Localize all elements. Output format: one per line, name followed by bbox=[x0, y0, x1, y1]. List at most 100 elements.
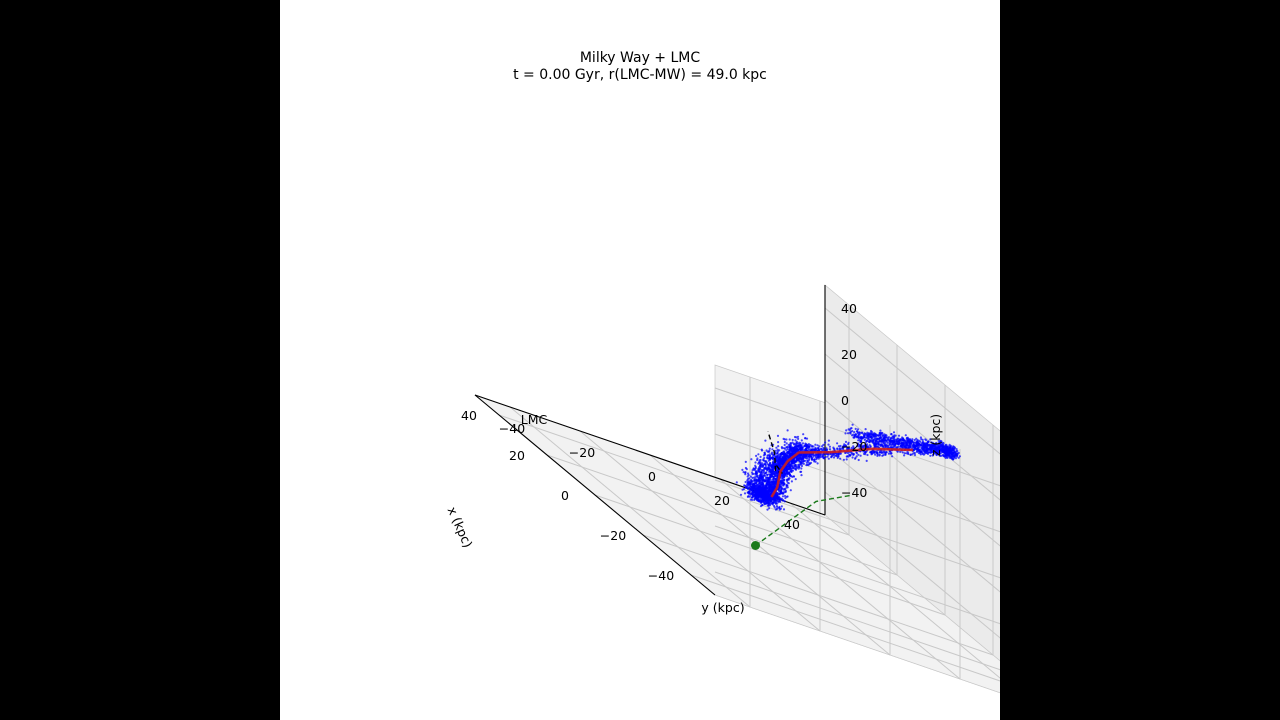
particle bbox=[950, 446, 954, 449]
particle bbox=[955, 450, 958, 453]
particle bbox=[745, 486, 748, 489]
particle bbox=[859, 440, 863, 443]
particle bbox=[783, 472, 786, 475]
particle bbox=[929, 454, 932, 457]
particle bbox=[951, 449, 954, 452]
particle bbox=[757, 489, 760, 492]
y-tick-label: −20 bbox=[569, 445, 595, 460]
particle bbox=[938, 442, 941, 445]
particle bbox=[783, 440, 786, 444]
particle bbox=[766, 473, 769, 476]
particle bbox=[839, 452, 843, 455]
particle bbox=[800, 444, 803, 447]
particle bbox=[913, 438, 916, 442]
particle bbox=[750, 480, 753, 484]
particle bbox=[782, 447, 785, 450]
particle bbox=[766, 479, 769, 482]
particle bbox=[785, 466, 788, 469]
particle bbox=[744, 480, 747, 484]
particle bbox=[856, 445, 859, 448]
particle bbox=[900, 438, 903, 442]
particle bbox=[864, 436, 868, 439]
particle bbox=[919, 436, 923, 439]
particle bbox=[778, 492, 781, 495]
particle bbox=[942, 453, 945, 456]
particle bbox=[904, 446, 907, 449]
particle bbox=[758, 481, 761, 484]
particle bbox=[748, 477, 751, 480]
particle bbox=[877, 434, 880, 437]
particle bbox=[785, 495, 788, 498]
particle bbox=[786, 448, 789, 451]
particle bbox=[790, 480, 793, 483]
particle bbox=[756, 497, 759, 500]
particle bbox=[757, 453, 760, 456]
particle bbox=[874, 439, 877, 443]
particle bbox=[816, 444, 819, 447]
particle bbox=[785, 438, 788, 441]
y-tick-label: 0 bbox=[648, 469, 656, 484]
stream-track-line bbox=[770, 447, 914, 498]
particle bbox=[749, 498, 752, 501]
particle bbox=[878, 437, 881, 440]
particle bbox=[857, 458, 860, 462]
particle bbox=[911, 453, 914, 456]
particle bbox=[767, 490, 770, 493]
particle bbox=[752, 486, 755, 489]
particle bbox=[897, 442, 900, 445]
particle bbox=[794, 461, 797, 464]
particle bbox=[775, 455, 778, 458]
particle bbox=[827, 439, 831, 442]
particle bbox=[922, 443, 925, 446]
particle bbox=[787, 443, 790, 446]
particle bbox=[779, 500, 782, 503]
particle bbox=[755, 487, 758, 490]
particle bbox=[768, 453, 771, 456]
chart-title: Milky Way + LMC bbox=[580, 50, 701, 66]
particle bbox=[839, 444, 842, 448]
particle bbox=[910, 439, 914, 442]
particle bbox=[827, 443, 830, 446]
z-tick-label: −40 bbox=[841, 485, 867, 500]
particle bbox=[897, 434, 901, 437]
particle bbox=[798, 441, 801, 444]
particle bbox=[855, 455, 858, 458]
particle bbox=[770, 473, 773, 476]
particle bbox=[791, 448, 794, 451]
particle bbox=[793, 442, 796, 445]
particle bbox=[912, 449, 916, 452]
particle bbox=[808, 463, 811, 466]
particle bbox=[797, 437, 800, 440]
particle bbox=[766, 463, 769, 466]
particle bbox=[773, 504, 776, 508]
particle bbox=[860, 435, 864, 439]
particle bbox=[821, 454, 824, 457]
particle bbox=[781, 462, 784, 465]
particle bbox=[937, 439, 940, 442]
particle bbox=[805, 437, 809, 440]
plot-panel: Milky Way + LMC t = 0.00 Gyr, r(LMC-MW) … bbox=[280, 0, 1000, 720]
tick-labels: −40 −20 0 20 40 −40 −20 0 20 40 40 20 0 −20 −40 bbox=[461, 301, 867, 583]
particle bbox=[878, 451, 881, 454]
floor-grid-line bbox=[789, 502, 1000, 679]
particle bbox=[794, 464, 797, 467]
particle bbox=[786, 456, 789, 459]
particle bbox=[798, 446, 802, 449]
particle bbox=[752, 494, 755, 497]
particle bbox=[941, 446, 944, 449]
particle bbox=[735, 481, 738, 484]
particle bbox=[783, 494, 787, 498]
particle bbox=[951, 458, 955, 461]
particle bbox=[799, 458, 802, 461]
particle bbox=[784, 453, 787, 456]
orbit-curves bbox=[751, 431, 914, 550]
particle bbox=[919, 444, 923, 447]
particle bbox=[778, 507, 781, 510]
particle bbox=[814, 443, 817, 446]
particle bbox=[756, 474, 759, 477]
particle bbox=[785, 465, 788, 468]
particle bbox=[786, 472, 789, 476]
particle bbox=[765, 476, 768, 479]
particle bbox=[756, 458, 759, 462]
particle bbox=[761, 464, 764, 467]
